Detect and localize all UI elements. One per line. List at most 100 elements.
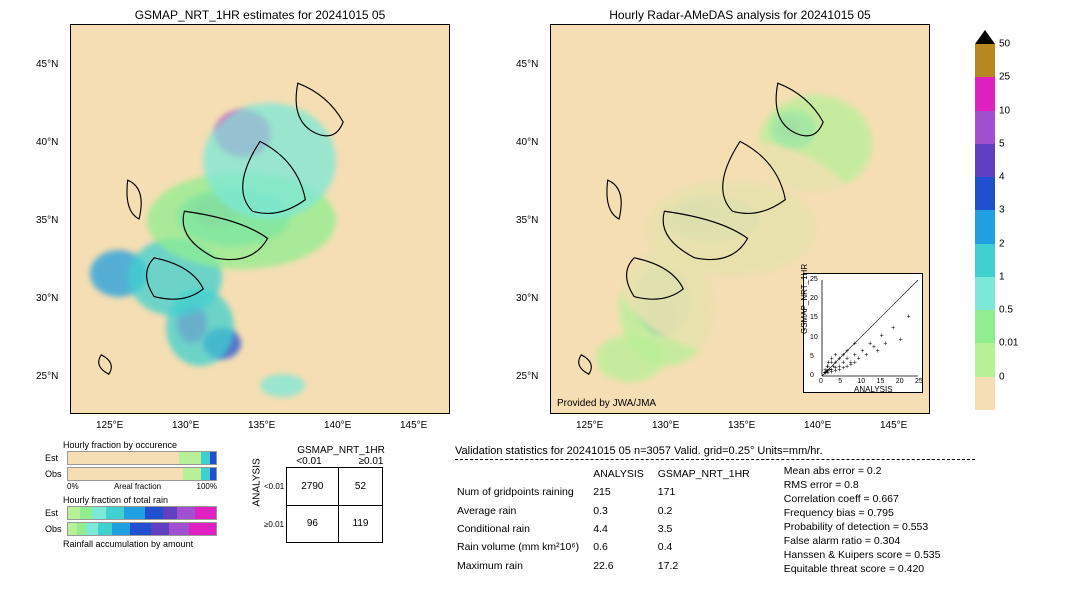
- scatter-xtick: 0: [819, 378, 823, 385]
- svg-text:+: +: [845, 348, 849, 355]
- stats-right: Mean abs error = 0.2RMS error = 0.8Corre…: [784, 464, 941, 576]
- stats-metric: Probability of detection = 0.553: [784, 520, 941, 534]
- stats-cell: 0.3: [593, 503, 656, 519]
- map-left-panel: GSMAP_NRT_1HR estimates for 20241015 05 …: [70, 8, 450, 414]
- y-tick: 35°N: [36, 215, 58, 226]
- stats-cell: 215: [593, 484, 656, 500]
- colorbar-tick: 0: [999, 371, 1005, 382]
- colorbar-seg: [975, 277, 995, 310]
- fraction-seg: [77, 523, 86, 535]
- fraction-bars-section: Hourly fraction by occurence Est Obs 0% …: [45, 440, 225, 549]
- stats-cell: 171: [658, 484, 762, 500]
- stats-cell: 4.4: [593, 521, 656, 537]
- colorbar-tick: 0.5: [999, 305, 1013, 316]
- stats-metric: Equitable threat score = 0.420: [784, 562, 941, 576]
- svg-text:+: +: [825, 368, 829, 375]
- totalrain-bar-obs: [67, 522, 217, 536]
- stats-cell: Conditional rain: [457, 521, 591, 537]
- colorbar-tick: 10: [999, 105, 1010, 116]
- cont-cell-11: 119: [338, 505, 383, 543]
- stats-col-1: ANALYSIS: [593, 466, 656, 482]
- cont-row-0: <0.01: [264, 467, 284, 505]
- scatter-xtick: 20: [896, 378, 904, 385]
- fraction-seg: [169, 523, 190, 535]
- colorbar-seg: [975, 44, 995, 77]
- scatter-ytick: 10: [810, 334, 818, 341]
- cont-cell-10: 96: [287, 505, 338, 543]
- cont-col-0: <0.01: [278, 456, 340, 467]
- stats-cell: 3.5: [658, 521, 762, 537]
- occurrence-bar-est: [67, 451, 217, 465]
- colorbar-seg: [975, 343, 995, 376]
- xaxis-2: 100%: [197, 482, 217, 491]
- y-tick: 25°N: [516, 371, 538, 382]
- accum-title: Rainfall accumulation by amount: [63, 539, 225, 549]
- stats-cell: Num of gridpoints raining: [457, 484, 591, 500]
- svg-text:+: +: [883, 340, 887, 347]
- fraction-seg: [163, 507, 178, 519]
- frac-row-obs2: Obs: [45, 524, 67, 534]
- stats-cell: Rain volume (mm km²10⁶): [457, 539, 591, 555]
- fraction-seg: [86, 523, 98, 535]
- map-left-title: GSMAP_NRT_1HR estimates for 20241015 05: [70, 8, 450, 22]
- svg-text:+: +: [880, 333, 884, 340]
- fraction-seg: [130, 523, 151, 535]
- scatter-xtick: 25: [915, 378, 923, 385]
- xaxis-0: 0%: [67, 482, 79, 491]
- map-right-title: Hourly Radar-AMeDAS analysis for 2024101…: [550, 8, 930, 22]
- svg-text:+: +: [891, 325, 895, 332]
- colorbar-seg: [975, 77, 995, 110]
- colorbar-seg: [975, 177, 995, 210]
- stats-cell: 0.2: [658, 503, 762, 519]
- stats-col-0: [457, 466, 591, 482]
- fraction-seg: [68, 468, 183, 480]
- contingency-section: GSMAP_NRT_1HR ANALYSIS <0.01 ≥0.01 <0.01…: [250, 445, 402, 543]
- svg-text:+: +: [834, 352, 838, 359]
- y-tick: 30°N: [36, 293, 58, 304]
- stats-cell: Average rain: [457, 503, 591, 519]
- scatter-ytick: 25: [810, 276, 818, 283]
- y-tick: 25°N: [36, 371, 58, 382]
- x-tick: 140°E: [804, 420, 831, 431]
- colorbar-tick: 3: [999, 205, 1005, 216]
- fraction-seg: [106, 507, 124, 519]
- fraction-seg: [145, 507, 163, 519]
- scatter-xlabel: ANALYSIS: [854, 385, 893, 394]
- colorbar-tick: 1: [999, 271, 1005, 282]
- frac-row-obs: Obs: [45, 469, 67, 479]
- fraction-seg: [92, 507, 107, 519]
- fraction-seg: [68, 452, 179, 464]
- frac-row-est2: Est: [45, 508, 67, 518]
- fraction-seg: [68, 507, 80, 519]
- cont-cell-00: 2790: [287, 468, 338, 506]
- colorbar-tick: 25: [999, 72, 1010, 83]
- stats-cell: Maximum rain: [457, 558, 591, 574]
- scatter-ytick: 15: [810, 314, 818, 321]
- colorbar-seg: [975, 210, 995, 243]
- colorbar-seg: [975, 111, 995, 144]
- stats-metric: False alarm ratio = 0.304: [784, 534, 941, 548]
- map-right-box: Provided by JWA/JMA ++++++++++++++++++++…: [550, 24, 930, 414]
- svg-text:+: +: [899, 336, 903, 343]
- y-tick: 40°N: [516, 137, 538, 148]
- fraction-seg: [68, 523, 77, 535]
- x-tick: 130°E: [652, 420, 679, 431]
- stats-metric: Correlation coeff = 0.667: [784, 492, 941, 506]
- y-tick: 45°N: [36, 59, 58, 70]
- fraction-seg: [189, 523, 216, 535]
- x-tick: 135°E: [728, 420, 755, 431]
- contingency-matrix: 279052 96119: [286, 467, 383, 543]
- cont-cell-01: 52: [338, 468, 383, 506]
- svg-text:+: +: [857, 356, 861, 363]
- fraction-seg: [98, 523, 113, 535]
- cont-row-1: ≥0.01: [264, 505, 284, 543]
- scatter-ytick: 0: [810, 372, 814, 379]
- stats-section: Validation statistics for 20241015 05 n=…: [455, 445, 975, 576]
- colorbar-tick: 50: [999, 39, 1010, 50]
- colorbar-tick: 0.01: [999, 338, 1018, 349]
- occurrence-title: Hourly fraction by occurence: [63, 440, 225, 450]
- colorbar-seg: [975, 377, 995, 410]
- fraction-seg: [210, 452, 216, 464]
- fraction-seg: [124, 507, 145, 519]
- stats-metric: Hanssen & Kuipers score = 0.535: [784, 548, 941, 562]
